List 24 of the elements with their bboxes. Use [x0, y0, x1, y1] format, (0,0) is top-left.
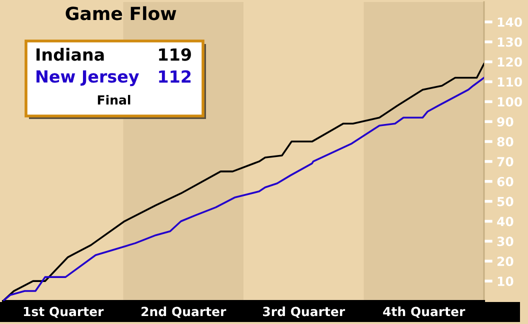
y-tick-label: 130 [498, 37, 522, 47]
y-tick-label: 10 [498, 276, 514, 286]
y-tick-label: 40 [497, 216, 514, 226]
text: New Jersey [36, 70, 139, 86]
y-tick-label: 140 [498, 17, 522, 27]
y-tick-label: 30 [497, 236, 514, 246]
annotation: 119 [159, 48, 191, 61]
y-tick-label: 100 [498, 97, 522, 107]
y-tick-label: 90 [497, 117, 514, 127]
annotation: Final [98, 94, 130, 105]
y-tick-label: 110 [498, 77, 522, 87]
annotation: 112 [159, 70, 191, 83]
y-tick-label: 20 [497, 256, 514, 266]
x-tick-label: 1st Quarter [24, 306, 104, 318]
y-tick-label: 60 [497, 176, 514, 186]
y-tick-label: 50 [497, 196, 514, 206]
x-tick-label: 4th Quarter [383, 306, 466, 318]
text: Indiana [36, 48, 104, 61]
y-tick-label: 70 [497, 156, 514, 166]
y-tick-label: 80 [497, 137, 514, 146]
y-tick-label: 120 [498, 57, 522, 67]
chart-title: Game Flow [66, 6, 176, 20]
x-tick-label: 2nd Quarter [142, 306, 226, 318]
x-tick-label: 3rd Quarter [263, 306, 346, 318]
